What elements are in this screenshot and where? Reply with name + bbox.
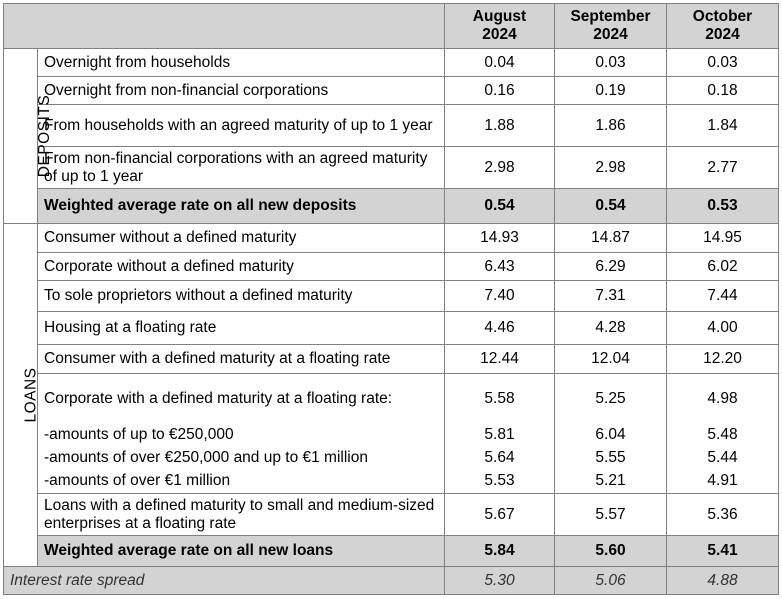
table-row: Overnight from non-financial corporation… — [4, 76, 779, 105]
value-cell: 0.19 — [554, 76, 667, 105]
row-label: -amounts of over €1 million — [37, 469, 445, 494]
value-cell: 6.29 — [554, 252, 667, 281]
value-cell: 0.03 — [666, 48, 779, 77]
row-label: -amounts of up to €250,000 — [37, 423, 445, 447]
value-cell: 14.93 — [444, 223, 555, 253]
row-label: Housing at a floating rate — [37, 311, 445, 345]
value-cell: 5.58 — [444, 373, 555, 424]
value-cell: 12.04 — [554, 344, 667, 374]
row-label: To sole proprietors without a defined ma… — [37, 280, 445, 312]
value-cell: 2.98 — [444, 146, 555, 189]
value-cell: 5.64 — [444, 446, 555, 470]
value-cell: 4.91 — [666, 469, 779, 494]
value-cell: 4.88 — [666, 566, 779, 595]
row-label: Weighted average rate on all new loans — [37, 535, 445, 567]
column-header-august: August 2024 — [444, 3, 555, 49]
value-cell: 5.21 — [554, 469, 667, 494]
table-row: -amounts of over €250,000 and up to €1 m… — [4, 446, 779, 470]
table-row: -amounts of up to €250,000 5.81 6.04 5.4… — [4, 423, 779, 447]
section-label-loans: LOANS — [3, 223, 40, 567]
value-cell: 5.53 — [444, 469, 555, 494]
table-row: -amounts of over €1 million 5.53 5.21 4.… — [4, 469, 779, 494]
row-label: Interest rate spread — [3, 566, 445, 595]
value-cell: 6.43 — [444, 252, 555, 281]
table-row: To sole proprietors without a defined ma… — [4, 280, 779, 312]
table-row: Housing at a floating rate 4.46 4.28 4.0… — [4, 311, 779, 345]
table-row: Loans with a defined maturity to small a… — [4, 493, 779, 536]
value-cell: 6.04 — [554, 423, 667, 447]
value-cell: 5.48 — [666, 423, 779, 447]
value-cell: 1.88 — [444, 104, 555, 147]
table-row: Corporate without a defined maturity 6.4… — [4, 252, 779, 281]
row-label: -amounts of over €250,000 and up to €1 m… — [37, 446, 445, 470]
row-label: Corporate with a defined maturity at a f… — [37, 373, 445, 424]
table-row: From non-financial corporations with an … — [4, 146, 779, 189]
row-label: From non-financial corporations with an … — [37, 146, 445, 189]
value-cell: 5.44 — [666, 446, 779, 470]
value-cell: 4.00 — [666, 311, 779, 345]
loans-total-row: Weighted average rate on all new loans 5… — [4, 535, 779, 567]
value-cell: 2.77 — [666, 146, 779, 189]
table-row: DEPOSITS Overnight from households 0.04 … — [3, 48, 779, 224]
value-cell: 0.54 — [444, 188, 555, 224]
value-cell: 12.20 — [666, 344, 779, 374]
section-label-deposits: DEPOSITS — [3, 48, 53, 224]
value-cell: 5.81 — [444, 423, 555, 447]
value-cell: 14.95 — [666, 223, 779, 253]
value-cell: 0.16 — [444, 76, 555, 105]
value-cell: 0.53 — [666, 188, 779, 224]
row-label: Loans with a defined maturity to small a… — [37, 493, 445, 536]
value-cell: 5.60 — [554, 535, 667, 567]
deposits-total-row: Weighted average rate on all new deposit… — [4, 188, 779, 224]
table-row: Corporate with a defined maturity at a f… — [4, 373, 779, 424]
value-cell: 0.03 — [554, 48, 667, 77]
header-blank-cell — [3, 3, 445, 49]
value-cell: 5.84 — [444, 535, 555, 567]
interest-rates-table: August 2024 September 2024 October 2024 DEP… — [3, 3, 779, 595]
value-cell: 2.98 — [554, 146, 667, 189]
row-label: Corporate without a defined maturity — [37, 252, 445, 281]
row-label: Weighted average rate on all new deposit… — [37, 188, 445, 224]
value-cell: 0.04 — [444, 48, 555, 77]
value-cell: 7.40 — [444, 280, 555, 312]
value-cell: 14.87 — [554, 223, 667, 253]
value-cell: 5.25 — [554, 373, 667, 424]
value-cell: 5.30 — [444, 566, 555, 595]
value-cell: 12.44 — [444, 344, 555, 374]
value-cell: 5.57 — [554, 493, 667, 536]
value-cell: 5.36 — [666, 493, 779, 536]
value-cell: 0.54 — [554, 188, 667, 224]
row-label: Consumer without a defined maturity — [37, 223, 445, 253]
header-row: August 2024 September 2024 October 2024 — [3, 3, 779, 49]
value-cell: 5.67 — [444, 493, 555, 536]
value-cell: 5.41 — [666, 535, 779, 567]
value-cell: 6.02 — [666, 252, 779, 281]
value-cell: 5.55 — [554, 446, 667, 470]
row-label: Consumer with a defined maturity at a fl… — [37, 344, 445, 374]
value-cell: 4.46 — [444, 311, 555, 345]
value-cell: 5.06 — [554, 566, 667, 595]
value-cell: 1.84 — [666, 104, 779, 147]
interest-rate-spread-row: Interest rate spread 5.30 5.06 4.88 — [3, 566, 779, 595]
row-label: From households with an agreed maturity … — [37, 104, 445, 147]
value-cell: 7.44 — [666, 280, 779, 312]
table-row: Consumer with a defined maturity at a fl… — [4, 344, 779, 374]
table-row: From households with an agreed maturity … — [4, 104, 779, 147]
column-header-october: October 2024 — [666, 3, 779, 49]
table-row: LOANS Consumer without a defined maturit… — [3, 223, 779, 567]
value-cell: 4.98 — [666, 373, 779, 424]
row-label: Overnight from non-financial corporation… — [37, 76, 445, 105]
value-cell: 4.28 — [554, 311, 667, 345]
value-cell: 7.31 — [554, 280, 667, 312]
column-header-september: September 2024 — [554, 3, 667, 49]
value-cell: 0.18 — [666, 76, 779, 105]
value-cell: 1.86 — [554, 104, 667, 147]
row-label: Overnight from households — [37, 48, 445, 77]
